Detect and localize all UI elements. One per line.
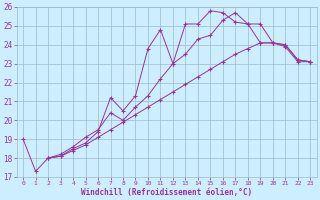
X-axis label: Windchill (Refroidissement éolien,°C): Windchill (Refroidissement éolien,°C) bbox=[81, 188, 252, 197]
